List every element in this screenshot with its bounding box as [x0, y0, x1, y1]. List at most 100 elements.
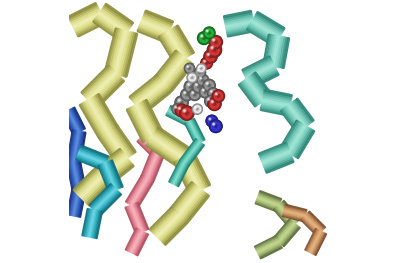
Circle shape: [207, 43, 222, 57]
Circle shape: [192, 92, 194, 94]
Circle shape: [195, 107, 196, 108]
Circle shape: [199, 85, 212, 99]
Circle shape: [201, 68, 202, 69]
Circle shape: [207, 98, 210, 101]
Circle shape: [171, 103, 184, 115]
Circle shape: [194, 83, 199, 87]
Circle shape: [214, 125, 217, 128]
Circle shape: [206, 29, 213, 37]
Circle shape: [196, 63, 206, 73]
Circle shape: [185, 64, 194, 73]
Circle shape: [189, 89, 200, 100]
Circle shape: [178, 107, 185, 114]
Circle shape: [194, 94, 195, 95]
Circle shape: [206, 82, 213, 89]
Circle shape: [215, 126, 216, 127]
Circle shape: [183, 90, 187, 95]
Circle shape: [203, 37, 205, 39]
Circle shape: [180, 106, 194, 120]
Circle shape: [186, 93, 188, 96]
Circle shape: [197, 31, 211, 45]
Circle shape: [211, 101, 218, 107]
Circle shape: [211, 100, 218, 108]
Circle shape: [209, 89, 218, 98]
Circle shape: [192, 104, 203, 115]
Circle shape: [204, 80, 214, 90]
Circle shape: [214, 92, 218, 96]
Circle shape: [186, 94, 188, 95]
Circle shape: [216, 93, 222, 99]
Circle shape: [212, 123, 215, 125]
Circle shape: [179, 100, 184, 105]
Circle shape: [189, 75, 195, 80]
Circle shape: [187, 83, 195, 91]
Circle shape: [184, 91, 190, 98]
Circle shape: [203, 90, 207, 94]
Circle shape: [216, 94, 220, 98]
Circle shape: [187, 66, 192, 70]
Circle shape: [174, 105, 182, 113]
Circle shape: [207, 53, 210, 56]
Circle shape: [208, 85, 210, 86]
Circle shape: [210, 119, 214, 123]
Circle shape: [195, 83, 198, 86]
Circle shape: [188, 67, 190, 69]
Circle shape: [209, 35, 223, 49]
Circle shape: [180, 107, 193, 119]
Circle shape: [212, 122, 216, 126]
Circle shape: [218, 95, 219, 97]
Circle shape: [196, 107, 199, 111]
Circle shape: [207, 116, 217, 126]
Circle shape: [212, 123, 219, 130]
Circle shape: [197, 69, 203, 75]
Circle shape: [175, 107, 176, 108]
Circle shape: [211, 100, 214, 103]
Circle shape: [208, 53, 209, 55]
Circle shape: [189, 74, 192, 78]
Circle shape: [192, 92, 197, 97]
Circle shape: [182, 108, 187, 113]
Circle shape: [176, 98, 187, 108]
Circle shape: [214, 124, 218, 128]
Circle shape: [204, 91, 206, 93]
Circle shape: [198, 86, 200, 88]
Circle shape: [172, 103, 184, 115]
Circle shape: [204, 28, 214, 38]
Circle shape: [196, 85, 201, 89]
Circle shape: [198, 71, 202, 74]
Circle shape: [211, 37, 221, 47]
Circle shape: [212, 90, 225, 102]
Circle shape: [176, 105, 187, 116]
Circle shape: [190, 75, 194, 80]
Circle shape: [193, 105, 201, 113]
Circle shape: [207, 98, 210, 100]
Circle shape: [179, 108, 180, 109]
Circle shape: [211, 101, 213, 103]
Circle shape: [203, 79, 216, 92]
Circle shape: [210, 37, 221, 48]
Circle shape: [205, 95, 216, 107]
Circle shape: [215, 92, 218, 95]
Circle shape: [213, 48, 216, 52]
Circle shape: [199, 33, 209, 43]
Circle shape: [201, 35, 203, 37]
Circle shape: [208, 44, 221, 56]
Circle shape: [202, 89, 204, 91]
Circle shape: [184, 79, 198, 94]
Circle shape: [199, 66, 200, 67]
Circle shape: [189, 68, 190, 69]
Circle shape: [204, 60, 205, 62]
Circle shape: [204, 61, 209, 65]
Circle shape: [175, 96, 188, 109]
Circle shape: [190, 76, 194, 79]
Circle shape: [181, 110, 182, 111]
Circle shape: [183, 91, 191, 99]
Circle shape: [186, 94, 187, 95]
Circle shape: [206, 29, 212, 36]
Circle shape: [214, 92, 223, 100]
Circle shape: [208, 54, 213, 59]
Circle shape: [213, 124, 214, 125]
Circle shape: [196, 108, 199, 110]
Circle shape: [176, 105, 187, 116]
Circle shape: [213, 93, 214, 94]
